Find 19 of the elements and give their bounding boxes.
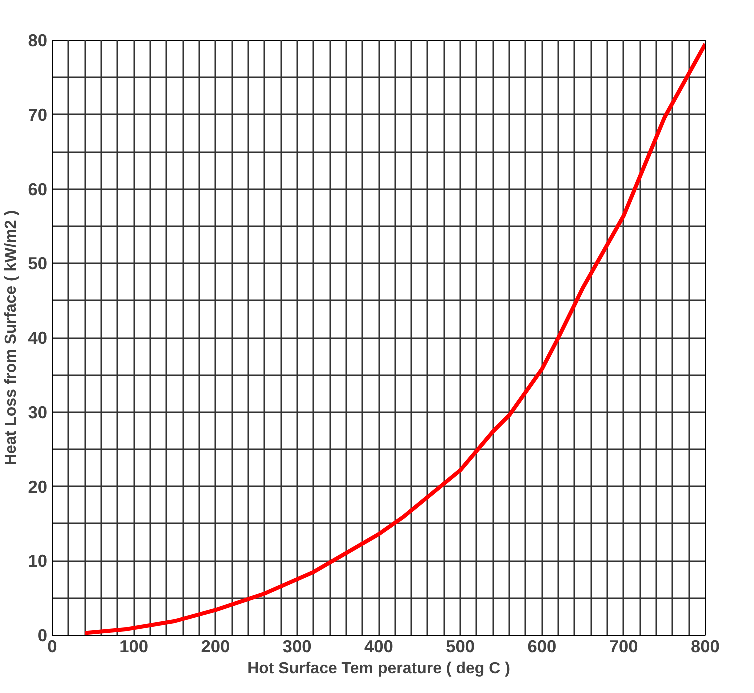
x-tick-label: 600 — [528, 636, 557, 656]
x-tick-label: 800 — [691, 636, 720, 656]
y-tick-label: 60 — [28, 179, 48, 200]
x-tick-label: 200 — [201, 636, 230, 656]
y-tick-label: 40 — [28, 328, 48, 348]
y-axis-title: Heat Loss from Surface ( kW/m2 ) — [3, 210, 20, 466]
x-axis-title: Hot Surface Tem perature ( deg C ) — [248, 660, 510, 678]
y-tick-label: 10 — [28, 551, 48, 572]
y-tick-label: 50 — [28, 254, 48, 274]
y-tick-label: 30 — [28, 402, 48, 422]
x-tick-label: 700 — [609, 636, 638, 656]
x-tick-label: 300 — [282, 636, 312, 656]
line-series — [83, 42, 706, 636]
y-tick-label: 20 — [28, 476, 48, 497]
x-tick-label: 400 — [364, 636, 394, 656]
x-tick-label: 100 — [120, 636, 149, 656]
y-tick-label: 70 — [28, 104, 48, 125]
x-tick-label: 500 — [446, 636, 476, 656]
y-tick-label: 80 — [28, 30, 48, 50]
